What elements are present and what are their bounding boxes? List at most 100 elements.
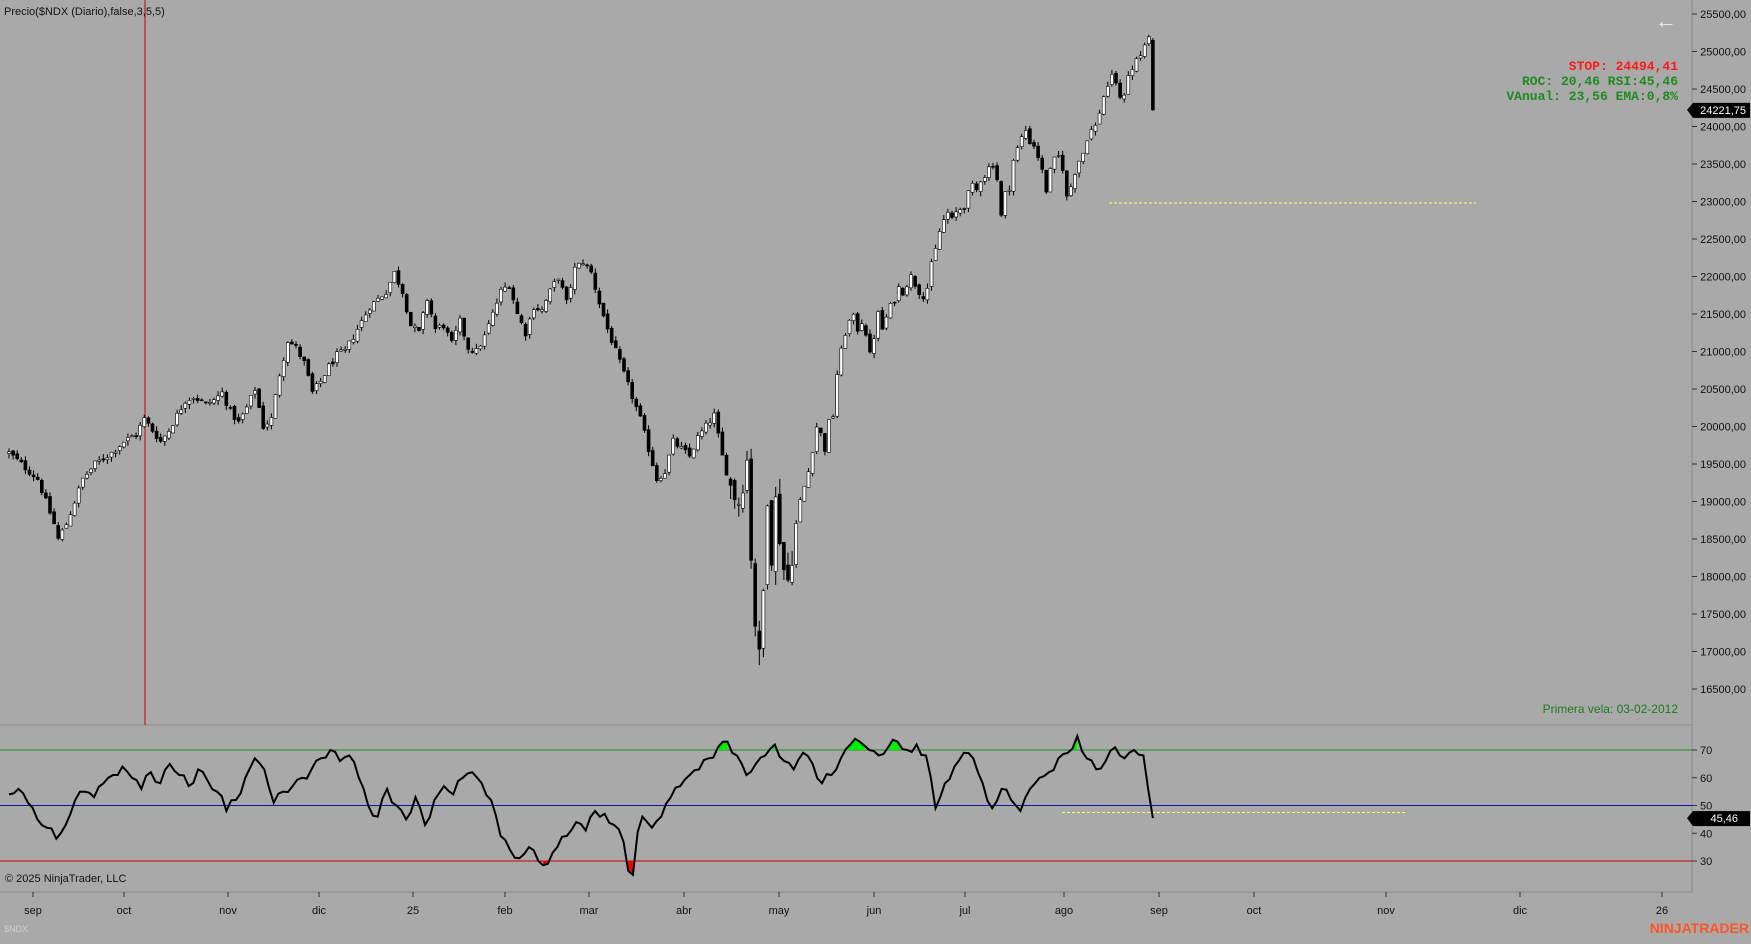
candle-body [126,437,130,442]
rsi-fills [543,736,1078,875]
price-tick-label: 18500,00 [1700,534,1746,546]
candle-body [302,356,307,362]
candle-body [876,311,881,339]
last-price-label: 24221,75 [1700,105,1746,117]
time-axis[interactable]: sep oct nov dic 25 feb mar abr may jun jul ago sep oc… [24,892,1668,917]
candles [7,34,1155,666]
candle-body [1126,75,1131,95]
ninjatrader-logo: NINJATRADER [1650,920,1749,936]
candle-body [376,298,380,302]
price-axis[interactable]: 25500,00 25000,00 24500,00 24000,00 23500,00… [1692,9,1746,696]
candle-body [64,524,69,529]
candle-body [892,301,897,304]
candle-body [900,287,905,296]
candle-body [659,478,663,481]
candle-body [306,359,311,376]
candle-body [609,328,614,343]
candle-body [827,419,831,453]
candle-body [335,351,339,363]
candle-body [138,424,142,437]
candle-body [1151,39,1155,111]
candle-body [851,313,856,321]
candle-body [429,300,434,315]
candle-body [864,325,868,336]
candle-body [326,363,331,376]
candle-body [564,286,569,301]
candle-body [1065,170,1069,197]
candle-body [437,324,442,328]
candle-body [380,296,384,300]
candle-body [441,324,446,329]
candle-body [618,349,622,360]
candle-body [257,388,261,408]
time-tick-label: jun [866,905,882,917]
candle-body [93,460,97,469]
candle-body [761,590,766,649]
candle-body [204,401,208,404]
candle-body [60,529,65,540]
candle-body [613,340,618,349]
candle-body [220,391,224,397]
candle-body [150,423,155,432]
candle-body [404,294,409,313]
candle-body [372,301,376,312]
candle-body [171,425,175,434]
candle-body [773,496,778,572]
candle-body [462,317,466,337]
candle-body [704,422,708,433]
candle-body [458,317,462,333]
candle-body [700,430,704,437]
candle-body [741,492,745,509]
candle-body [921,296,926,300]
candle-body [1069,186,1073,196]
candle-body [1110,73,1114,85]
candle-body [1089,129,1094,140]
time-tick-label: nov [219,905,237,917]
candle-body [396,270,401,285]
time-tick-label: 26 [1656,905,1668,917]
candle-body [1138,55,1143,59]
candle-body [163,435,167,442]
rsi-tick-label: 70 [1700,745,1712,757]
candle-body [859,323,864,331]
candle-body [511,287,516,301]
candle-body [499,288,503,303]
candle-body [626,370,630,383]
rsi-last-label: 45,46 [1710,813,1738,825]
candle-body [548,288,553,302]
rsi-axis[interactable]: 70 60 50 40 30 [1692,745,1712,868]
time-tick-label: may [769,905,790,917]
candle-body [367,309,372,314]
candle-body [1114,72,1118,84]
candle-body [905,286,909,296]
candle-body [392,271,397,283]
price-tick-label: 20000,00 [1700,422,1746,434]
candle-body [68,514,73,527]
candle-body [999,181,1004,216]
candle-body [765,505,770,585]
price-tick-label: 16500,00 [1700,684,1746,696]
candle-body [1003,191,1008,216]
candle-body [634,398,639,408]
candle-body [81,477,85,488]
candle-body [728,478,733,486]
candle-body [941,219,946,233]
candle-body [987,166,991,178]
candle-body [454,330,458,341]
candle-body [745,459,749,491]
candle-body [1073,174,1077,189]
candle-body [802,485,807,502]
candle-body [995,165,999,180]
candle-body [954,211,958,218]
candle-body [31,474,36,478]
back-arrow-icon[interactable]: ← [1655,8,1677,33]
candle-body [790,565,794,583]
candle-body [950,212,954,218]
candle-body [605,313,610,330]
candle-body [224,391,229,406]
candle-body [585,264,589,267]
roc-rsi-label: ROC: 20,46 RSI:45,46 [1522,74,1678,89]
price-tick-label: 21000,00 [1700,347,1746,359]
candle-body [1147,36,1151,45]
